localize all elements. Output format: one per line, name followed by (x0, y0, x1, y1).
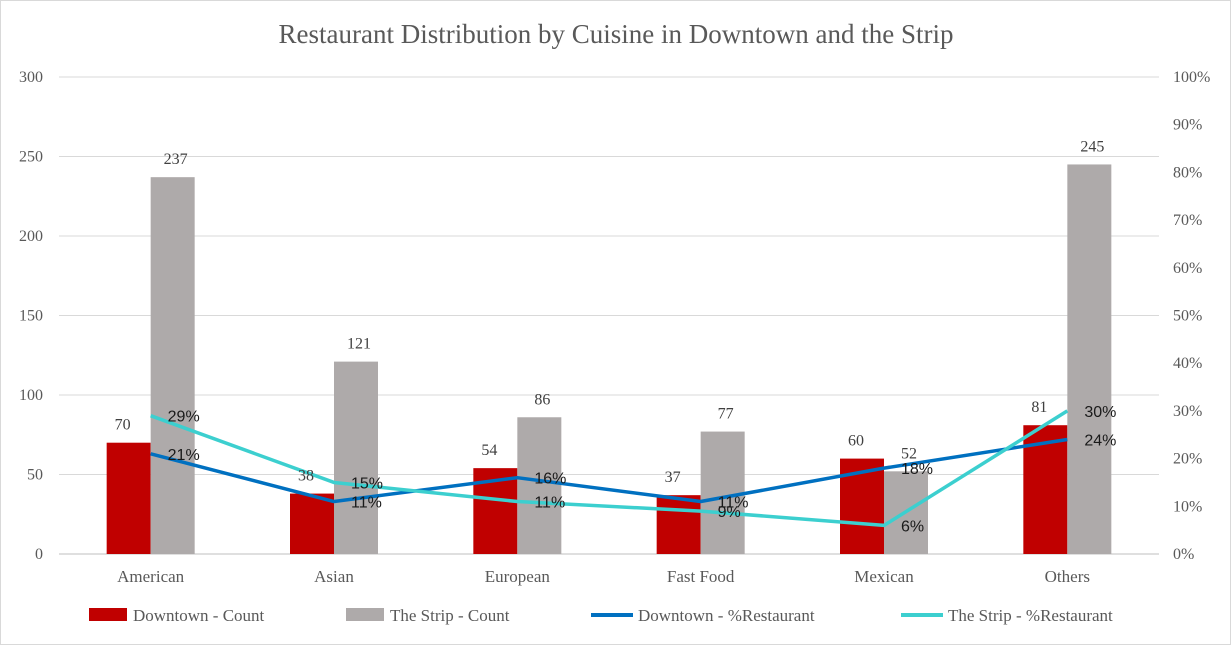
bar (290, 493, 334, 554)
chart-title: Restaurant Distribution by Cuisine in Do… (279, 19, 954, 49)
bar-data-label: 60 (848, 433, 864, 450)
bar (106, 442, 151, 554)
y-left-tick-label: 150 (19, 308, 43, 325)
x-tick-label: European (485, 567, 551, 586)
y-right-tick-label: 10% (1173, 498, 1202, 515)
legend: Downtown - Count The Strip - Count Downtow… (89, 606, 1113, 625)
line-data-label: 11% (718, 495, 749, 512)
bar-data-label: 38 (298, 468, 314, 485)
line-data-label: 11% (351, 495, 382, 512)
line-data-label: 11% (534, 495, 565, 512)
line-data-label: 9% (718, 504, 741, 521)
bar (150, 177, 195, 555)
y-right-tick-label: 20% (1173, 451, 1202, 468)
y-right-tick-label: 30% (1173, 403, 1202, 420)
line-data-label: 18% (901, 461, 933, 478)
legend-label: Downtown - Count (133, 606, 265, 625)
legend-label: The Strip - %Restaurant (948, 606, 1113, 625)
line-data-label: 15% (351, 475, 383, 492)
bar-data-label: 121 (347, 336, 371, 353)
y-left-tick-label: 100 (19, 387, 43, 404)
bar-data-label: 52 (901, 445, 917, 462)
bar-data-label: 245 (1080, 138, 1104, 155)
bars (106, 164, 1112, 555)
y-right-tick-label: 80% (1173, 164, 1202, 181)
legend-swatch (89, 608, 127, 621)
y-right-tick-label: 50% (1173, 308, 1202, 325)
y-right-tick-label: 0% (1173, 546, 1194, 563)
bar-data-label: 70 (115, 417, 131, 434)
legend-label: The Strip - Count (390, 606, 510, 625)
y-right-tick-label: 70% (1173, 212, 1202, 229)
y-right-tick-label: 90% (1173, 117, 1202, 134)
line-data-label: 30% (1084, 404, 1116, 421)
legend-swatch (346, 608, 384, 621)
series-line (150, 437, 1068, 504)
gridlines (59, 76, 1159, 475)
y-left-tick-label: 200 (19, 228, 43, 245)
x-tick-label: Mexican (854, 567, 914, 586)
bar-data-label: 37 (665, 469, 681, 486)
y-right-tick-label: 40% (1173, 355, 1202, 372)
y-right-tick-label: 60% (1173, 260, 1202, 277)
line-data-label: 6% (901, 518, 924, 535)
line-data-label: 16% (534, 471, 566, 488)
y-right-tick-label: 100% (1173, 69, 1210, 86)
axes: 0 50 100 150 200 250 300 0% 10% 20% 30% 40% 50% 60% 70… (19, 69, 1210, 586)
bar-data-label: 77 (718, 406, 734, 423)
line-data-label: 29% (168, 409, 200, 426)
x-tick-label: American (117, 567, 185, 586)
line-data-label: 24% (1084, 433, 1116, 450)
bar (1067, 164, 1112, 554)
bar-data-label: 86 (534, 391, 550, 408)
bar-data-label: 237 (164, 151, 188, 168)
data-labels: 70 38 54 37 60 81 237 121 86 77 52 245 21% 11% 16% 11% 1… (115, 138, 1117, 535)
y-left-tick-label: 300 (19, 69, 43, 86)
legend-label: Downtown - %Restaurant (638, 606, 815, 625)
y-left-tick-label: 50 (27, 467, 43, 484)
series-line (150, 409, 1069, 528)
line-data-label: 21% (168, 447, 200, 464)
bar (334, 361, 378, 554)
bar (656, 495, 701, 554)
x-tick-label: Asian (314, 567, 354, 586)
bar-data-label: 81 (1031, 399, 1047, 416)
bar-data-label: 54 (481, 442, 497, 459)
y-left-tick-label: 250 (19, 149, 43, 166)
x-tick-label: Fast Food (667, 567, 735, 586)
y-left-tick-label: 0 (35, 546, 43, 563)
x-tick-label: Others (1045, 567, 1090, 586)
bar (700, 431, 745, 554)
lines (150, 409, 1069, 528)
bar (517, 417, 562, 554)
